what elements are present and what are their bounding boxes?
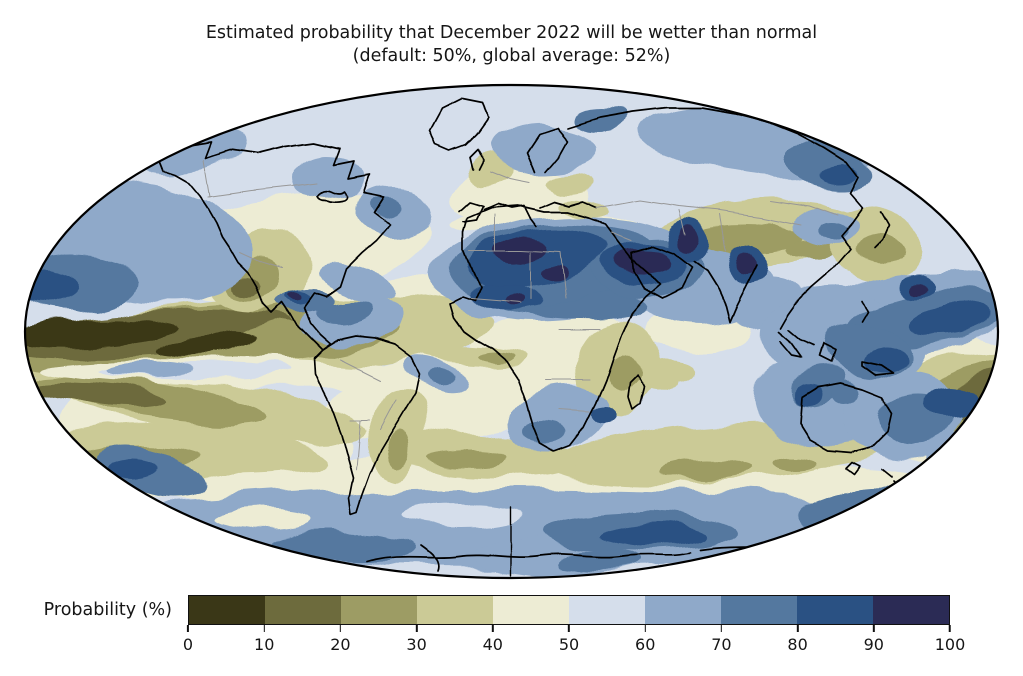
colorbar-tick: 100 xyxy=(934,625,966,654)
tick-label: 20 xyxy=(330,635,351,654)
tick-label: 0 xyxy=(182,635,194,654)
tick-mark xyxy=(720,625,723,632)
great-lakes xyxy=(317,189,348,204)
coastline-scandinavia xyxy=(527,127,569,173)
colorbar-segment xyxy=(417,596,493,624)
colorbar-segment xyxy=(265,596,341,624)
colorbar-tick: 0 xyxy=(183,625,193,654)
colorbar-tick: 80 xyxy=(787,625,808,654)
coastline-indonesia xyxy=(777,329,895,377)
tick-label: 90 xyxy=(863,635,884,654)
tick-label: 70 xyxy=(711,635,732,654)
coastline-japan xyxy=(873,211,889,249)
coastline-india xyxy=(693,261,759,323)
tick-mark xyxy=(263,625,265,632)
colorbar-label: Probability (%) xyxy=(43,600,172,620)
colorbar-segment xyxy=(341,596,417,624)
coastline-africa xyxy=(449,205,661,453)
tick-mark xyxy=(644,625,646,632)
colorbar-tick: 10 xyxy=(254,625,274,654)
colorbar-segment xyxy=(569,596,645,624)
coastline-tasmania xyxy=(845,461,861,475)
coastline-philippines xyxy=(861,299,869,323)
tick-label: 80 xyxy=(787,635,808,654)
tick-label: 50 xyxy=(558,635,580,654)
chart-title-line1: Estimated probability that December 2022… xyxy=(205,23,818,43)
tick-mark xyxy=(187,625,189,632)
colorbar-tick: 20 xyxy=(330,625,351,654)
tick-label: 40 xyxy=(482,635,503,654)
tick-mark xyxy=(415,625,418,632)
tick-label: 10 xyxy=(254,635,275,654)
colorbar xyxy=(188,595,950,625)
tick-mark xyxy=(491,625,494,632)
coastline-britain xyxy=(469,147,485,169)
tick-mark xyxy=(796,625,799,632)
colorbar-ticks: 0 10 20 30 40 50 60 70 80 90 100 xyxy=(183,625,965,665)
colorbar-tick: 70 xyxy=(711,625,732,654)
colorbar-segment xyxy=(189,596,265,624)
colorbar-tick: 30 xyxy=(406,625,427,654)
map-outline xyxy=(23,83,1000,580)
chart-title: Estimated probability that December 2022… xyxy=(0,22,1023,68)
colorbar-tick: 60 xyxy=(635,625,655,654)
coastline-greenland xyxy=(429,99,489,151)
coastline-madagascar xyxy=(627,373,645,409)
coastline-south-america xyxy=(313,335,421,515)
tick-mark xyxy=(339,625,342,632)
colorbar-tick: 50 xyxy=(559,625,579,654)
colorbar-segment xyxy=(721,596,797,624)
tick-mark xyxy=(872,625,875,632)
tick-mark xyxy=(949,625,951,632)
colorbar-segment xyxy=(797,596,873,624)
colorbar-segment xyxy=(645,596,721,624)
chart-title-line2: (default: 50%, global average: 52%) xyxy=(352,46,671,66)
colorbar-segment xyxy=(493,596,569,624)
colorbar-segment xyxy=(873,596,949,624)
tick-label: 60 xyxy=(635,635,656,654)
colorbar-tick: 90 xyxy=(864,625,884,654)
colorbar-tick: 40 xyxy=(483,625,503,654)
coastline-north-america xyxy=(159,141,391,351)
coastline-iberia xyxy=(459,202,484,223)
coastline-south-europe xyxy=(483,201,597,227)
coastline-australia xyxy=(799,383,893,453)
tick-label: 100 xyxy=(934,635,966,654)
coastline-arabia xyxy=(631,245,693,299)
coastline-asia-north xyxy=(567,107,863,329)
country-borders xyxy=(203,159,839,471)
tick-mark xyxy=(568,625,570,632)
tick-label: 30 xyxy=(406,635,427,654)
